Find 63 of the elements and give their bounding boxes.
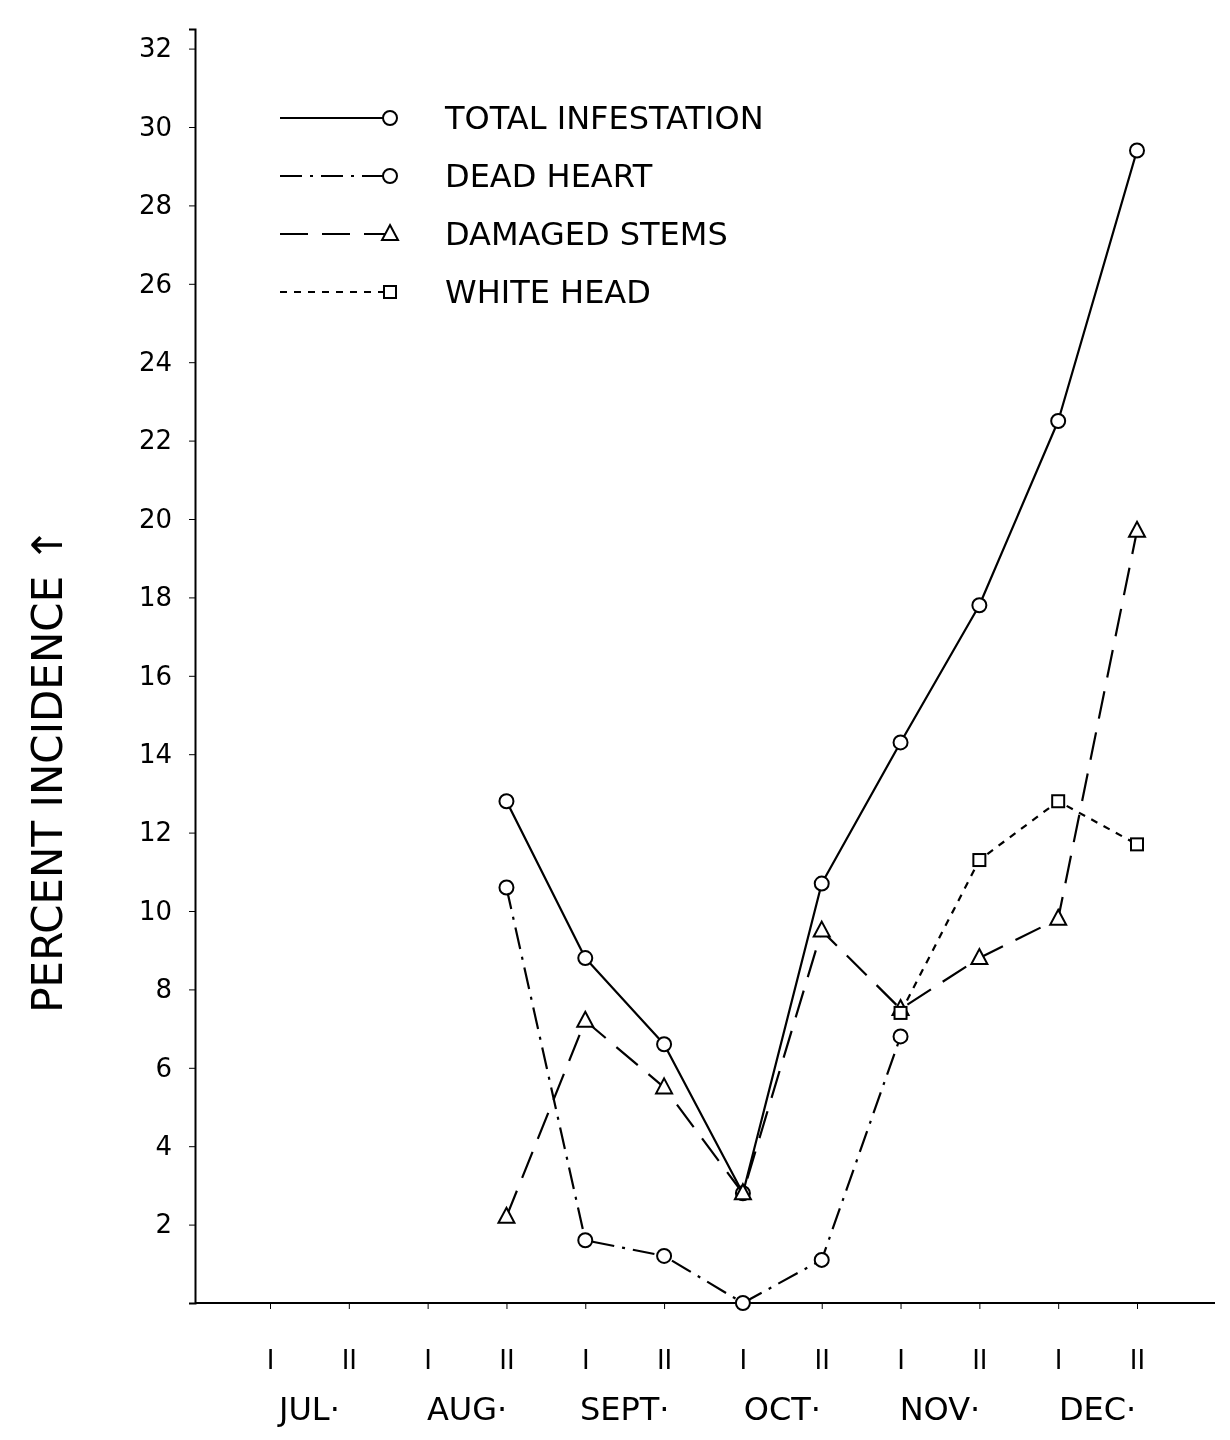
point [1051, 794, 1066, 809]
x-tick-label: II [656, 1345, 673, 1376]
x-tick-label: II [814, 1345, 830, 1376]
point [813, 875, 830, 892]
text: JUL· [276, 1390, 340, 1428]
x-tick-label: I [581, 1345, 590, 1376]
x-tick-label: II [1129, 1345, 1146, 1376]
point [497, 1206, 516, 1224]
y-tick-label: 30 [138, 111, 172, 142]
point [656, 1036, 673, 1053]
legend-label: WHITE HEAD [445, 273, 651, 311]
point [1049, 908, 1068, 926]
y-tick-label: 2 [155, 1209, 172, 1240]
y-tick-label: 20 [138, 503, 172, 534]
y-tick-label: 28 [138, 190, 172, 221]
x-tick-label: I [424, 1345, 432, 1376]
point [812, 920, 831, 938]
point [892, 734, 909, 751]
y-tick-label: 14 [138, 739, 172, 770]
point [813, 1251, 830, 1268]
legend-label: DEAD HEART [445, 157, 653, 195]
point [576, 1010, 595, 1028]
point [655, 1077, 674, 1095]
point [577, 950, 594, 967]
text: AUG· [426, 1390, 508, 1428]
x-tick-label: I [1054, 1345, 1063, 1376]
point [498, 793, 515, 810]
x-tick-label: I [897, 1345, 905, 1376]
legend-label: DAMAGED STEMS [445, 215, 728, 253]
x-tick-label: II [972, 1345, 988, 1376]
text: DEC· [1058, 1390, 1137, 1428]
point [1129, 142, 1145, 159]
x-tick-label: II [499, 1345, 515, 1376]
y-tick-label: 32 [138, 33, 172, 64]
point [972, 853, 987, 868]
point [892, 1028, 909, 1045]
y-tick-label: 16 [138, 660, 172, 691]
y-tick-label: 22 [138, 425, 172, 456]
y-axis-title: PERCENT INCIDENCE ↑ [23, 527, 72, 1013]
y-tick-label: 10 [138, 895, 172, 926]
text: SEPT· [579, 1390, 670, 1428]
point [734, 1295, 751, 1311]
point [577, 1232, 594, 1249]
y-tick-label: 6 [155, 1052, 172, 1083]
y-tick-label: 8 [155, 974, 172, 1005]
point [1050, 413, 1067, 429]
y-tick-label: 26 [138, 268, 172, 299]
y-tick-label: 24 [138, 347, 172, 378]
x-tick-label: II [341, 1345, 357, 1376]
text: NOV· [899, 1390, 981, 1428]
point [1130, 837, 1144, 852]
point [970, 948, 989, 966]
point [498, 879, 515, 896]
y-tick-label: 18 [138, 582, 172, 613]
y-tick-label: 4 [155, 1131, 172, 1162]
x-tick-label: I [739, 1345, 748, 1376]
text: OCT· [743, 1390, 821, 1428]
y-tick-label: 12 [138, 817, 172, 848]
point [656, 1247, 673, 1264]
point [971, 597, 988, 614]
legend-label: TOTAL INFESTATION [444, 99, 764, 137]
x-tick-label: I [266, 1345, 275, 1376]
point [1128, 520, 1146, 538]
